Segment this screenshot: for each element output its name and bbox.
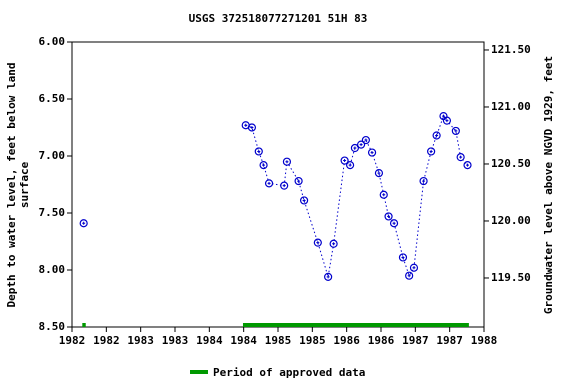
data-point-center bbox=[466, 163, 470, 167]
y-axis-label: surface bbox=[18, 161, 31, 208]
data-point bbox=[264, 179, 274, 188]
data-point-center bbox=[435, 133, 439, 137]
data-point-center bbox=[267, 181, 271, 185]
data-point bbox=[409, 263, 419, 272]
data-point-center bbox=[412, 266, 416, 270]
data-point-center bbox=[285, 160, 289, 164]
data-point bbox=[384, 212, 393, 221]
data-point bbox=[456, 153, 465, 162]
y-axis-label: Depth to water level, feet below land bbox=[5, 62, 18, 307]
data-point-center bbox=[445, 119, 449, 123]
legend-label: Period of approved data bbox=[213, 366, 365, 379]
data-point bbox=[374, 169, 384, 178]
x-tick-label: 1987 bbox=[436, 334, 463, 347]
data-point bbox=[451, 126, 460, 136]
y-tick-label: 8.00 bbox=[39, 263, 66, 276]
data-point bbox=[398, 253, 408, 262]
y-tick-label: 6.50 bbox=[39, 92, 66, 105]
data-point-center bbox=[387, 214, 391, 218]
data-point-center bbox=[332, 242, 336, 246]
data-point-center bbox=[257, 149, 261, 153]
data-point-center bbox=[343, 159, 347, 163]
approved-period bbox=[82, 323, 86, 327]
x-tick-label: 1984 bbox=[230, 334, 257, 347]
y-tick-label: 8.50 bbox=[39, 320, 66, 333]
data-point-center bbox=[297, 179, 301, 183]
data-point bbox=[419, 176, 428, 186]
data-point-center bbox=[377, 171, 381, 175]
data-point-center bbox=[401, 255, 405, 259]
data-point bbox=[324, 272, 333, 281]
data-point-center bbox=[82, 221, 86, 225]
data-point bbox=[389, 219, 399, 228]
data-point-center bbox=[359, 143, 363, 147]
data-point-center bbox=[316, 241, 320, 245]
data-point bbox=[361, 135, 370, 145]
y2-tick-label: 121.00 bbox=[491, 100, 531, 113]
x-tick-label: 1982 bbox=[93, 334, 120, 347]
data-point-center bbox=[326, 275, 330, 279]
data-point-center bbox=[370, 151, 374, 155]
data-point bbox=[247, 123, 257, 132]
data-point-center bbox=[302, 198, 306, 202]
data-point bbox=[79, 219, 88, 228]
data-point bbox=[346, 161, 355, 170]
x-tick-label: 1988 bbox=[471, 334, 498, 347]
data-point-center bbox=[382, 193, 386, 197]
data-point-center bbox=[459, 155, 463, 159]
chart-title: USGS 372518077271201 51H 83 bbox=[189, 12, 368, 25]
y-tick-label: 6.00 bbox=[39, 35, 66, 48]
x-tick-label: 1986 bbox=[368, 334, 395, 347]
data-point bbox=[259, 161, 268, 170]
data-point-center bbox=[429, 149, 433, 153]
data-point bbox=[329, 239, 338, 248]
data-point bbox=[254, 147, 263, 156]
data-point bbox=[463, 161, 472, 170]
data-point-center bbox=[348, 163, 352, 167]
data-point bbox=[313, 238, 322, 247]
y2-tick-label: 121.50 bbox=[491, 43, 531, 56]
data-point-center bbox=[364, 138, 368, 142]
data-line bbox=[245, 115, 468, 277]
data-point bbox=[379, 190, 388, 199]
data-point bbox=[356, 140, 366, 149]
x-tick-label: 1987 bbox=[402, 334, 429, 347]
data-point bbox=[282, 157, 292, 166]
data-point-center bbox=[250, 126, 254, 129]
y2-tick-label: 120.00 bbox=[491, 214, 531, 227]
x-tick-label: 1985 bbox=[265, 334, 292, 347]
x-tick-label: 1985 bbox=[299, 334, 326, 347]
data-point-center bbox=[407, 274, 411, 278]
y2-tick-label: 120.50 bbox=[491, 157, 531, 170]
data-point bbox=[405, 271, 414, 280]
data-point-center bbox=[454, 129, 458, 133]
data-point bbox=[442, 116, 452, 125]
data-point bbox=[340, 156, 349, 165]
x-tick-label: 1986 bbox=[333, 334, 360, 347]
data-point bbox=[367, 148, 377, 157]
x-tick-label: 1983 bbox=[162, 334, 189, 347]
data-point bbox=[299, 196, 309, 205]
data-point-center bbox=[262, 163, 266, 167]
data-point-center bbox=[282, 184, 286, 188]
data-point-center bbox=[441, 114, 445, 118]
data-point-center bbox=[353, 146, 357, 150]
y-tick-label: 7.00 bbox=[39, 149, 66, 162]
data-point bbox=[294, 176, 303, 186]
data-point bbox=[280, 181, 289, 190]
x-tick-label: 1982 bbox=[59, 334, 86, 347]
y-tick-label: 7.50 bbox=[39, 206, 66, 219]
y2-tick-label: 119.50 bbox=[491, 271, 531, 284]
data-point bbox=[432, 131, 441, 140]
data-point bbox=[427, 147, 436, 156]
data-point bbox=[350, 143, 360, 153]
x-tick-label: 1984 bbox=[196, 334, 223, 347]
y2-axis-label: Groundwater level above NGVD 1929, feet bbox=[542, 56, 555, 314]
data-point-center bbox=[422, 179, 426, 183]
approved-period bbox=[242, 323, 469, 327]
data-point-center bbox=[392, 221, 396, 225]
data-point-center bbox=[244, 123, 248, 127]
x-tick-label: 1983 bbox=[127, 334, 154, 347]
